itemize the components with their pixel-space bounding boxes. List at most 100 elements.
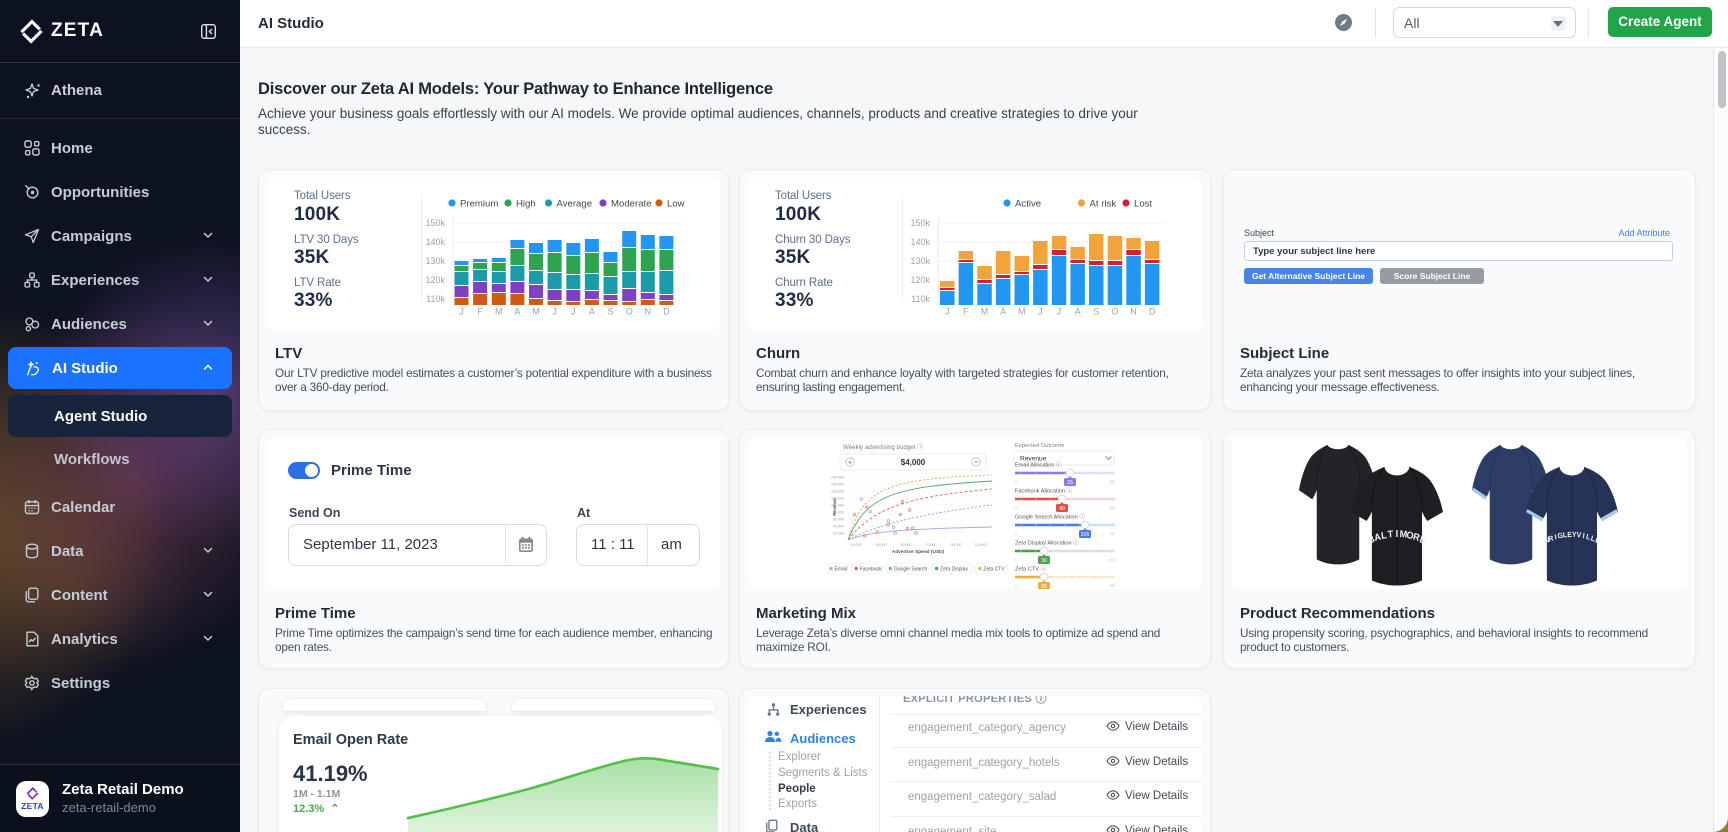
svg-text:Active: Active bbox=[1015, 199, 1041, 210]
svg-text:Advertise Spend (USD): Advertise Spend (USD) bbox=[892, 549, 945, 555]
svg-text:Premium: Premium bbox=[460, 199, 498, 210]
svg-text:Moderate: Moderate bbox=[611, 199, 652, 210]
svg-text:100: 100 bbox=[1109, 532, 1115, 536]
svg-text:110k: 110k bbox=[911, 294, 930, 304]
svg-text:V: V bbox=[1576, 530, 1582, 540]
svg-text:100,000: 100,000 bbox=[831, 504, 844, 508]
svg-text:0: 0 bbox=[1015, 558, 1017, 562]
svg-text:130k: 130k bbox=[425, 256, 445, 266]
svg-text:M: M bbox=[1018, 307, 1026, 317]
svg-text:Facebook: Facebook bbox=[860, 567, 882, 573]
svg-text:O: O bbox=[626, 307, 633, 317]
svg-text:E: E bbox=[1594, 535, 1601, 545]
svg-text:200,000: 200,000 bbox=[831, 483, 844, 487]
svg-text:Average: Average bbox=[557, 199, 593, 210]
svg-text:J: J bbox=[571, 307, 576, 317]
svg-text:E: E bbox=[1418, 534, 1427, 547]
svg-text:Low: Low bbox=[667, 199, 685, 210]
svg-text:25: 25 bbox=[1067, 480, 1073, 486]
svg-text:120k: 120k bbox=[910, 275, 930, 285]
svg-text:At risk: At risk bbox=[1090, 199, 1117, 210]
svg-text:Revenue: Revenue bbox=[1020, 456, 1047, 463]
svg-text:M: M bbox=[532, 307, 540, 317]
svg-text:D: D bbox=[1149, 307, 1156, 317]
svg-text:120k: 120k bbox=[425, 275, 445, 285]
svg-text:110k: 110k bbox=[426, 294, 445, 304]
svg-text:R: R bbox=[1547, 533, 1555, 544]
svg-text:160,000: 160,000 bbox=[831, 490, 844, 494]
svg-text:S: S bbox=[607, 307, 613, 317]
svg-text:30: 30 bbox=[1041, 558, 1047, 564]
svg-text:G: G bbox=[1557, 530, 1564, 540]
svg-text:Google Search: Google Search bbox=[894, 567, 928, 573]
svg-text:100: 100 bbox=[1109, 558, 1115, 562]
svg-text:150k: 150k bbox=[910, 218, 930, 228]
svg-text:Zeta CTV: Zeta CTV bbox=[983, 567, 1005, 573]
svg-text:90,000: 90,000 bbox=[951, 543, 962, 547]
svg-text:240,000: 240,000 bbox=[831, 476, 844, 480]
svg-text:Revenue: Revenue bbox=[832, 498, 837, 516]
svg-text:Facebook Allocation ⓘ: Facebook Allocation ⓘ bbox=[1015, 487, 1073, 495]
svg-text:−: − bbox=[974, 457, 979, 466]
svg-text:J: J bbox=[552, 307, 557, 317]
svg-text:J: J bbox=[1038, 307, 1043, 317]
svg-text:O: O bbox=[1111, 307, 1118, 317]
svg-text:Lost: Lost bbox=[1134, 199, 1152, 210]
svg-text:0: 0 bbox=[1015, 584, 1017, 588]
svg-text:30: 30 bbox=[1041, 584, 1047, 589]
svg-text:I: I bbox=[1554, 532, 1558, 542]
svg-text:130k: 130k bbox=[910, 256, 930, 266]
svg-text:0: 0 bbox=[1015, 506, 1017, 510]
svg-text:100: 100 bbox=[1109, 480, 1115, 484]
svg-text:W: W bbox=[1542, 535, 1551, 546]
svg-text:Y: Y bbox=[1572, 530, 1577, 539]
svg-text:30,000: 30,000 bbox=[876, 543, 887, 547]
svg-text:10,000: 10,000 bbox=[851, 543, 862, 547]
svg-text:T: T bbox=[1387, 529, 1394, 541]
svg-text:A: A bbox=[514, 307, 520, 317]
svg-text:N: N bbox=[1130, 307, 1137, 317]
svg-text:N: N bbox=[645, 307, 652, 317]
svg-text:110,000: 110,000 bbox=[975, 543, 988, 547]
svg-text:A: A bbox=[1000, 307, 1006, 317]
svg-text:L: L bbox=[1585, 532, 1591, 542]
svg-text:60,000: 60,000 bbox=[833, 518, 844, 522]
svg-text:F: F bbox=[477, 307, 483, 317]
svg-text:140k: 140k bbox=[910, 237, 930, 247]
svg-text:O: O bbox=[1405, 530, 1414, 543]
svg-text:High: High bbox=[516, 199, 536, 210]
svg-text:I: I bbox=[1396, 529, 1399, 540]
svg-text:D: D bbox=[663, 307, 670, 317]
svg-text:120,000: 120,000 bbox=[831, 497, 844, 501]
svg-text:I: I bbox=[1582, 531, 1585, 541]
svg-text:S: S bbox=[1093, 307, 1099, 317]
svg-text:20,000: 20,000 bbox=[833, 532, 844, 536]
svg-text:0: 0 bbox=[1015, 532, 1017, 536]
svg-text:106: 106 bbox=[1081, 532, 1090, 538]
svg-text:A: A bbox=[1373, 531, 1382, 544]
svg-text:A: A bbox=[1075, 307, 1081, 317]
svg-text:J: J bbox=[1057, 307, 1062, 317]
svg-text:R: R bbox=[1412, 531, 1421, 544]
svg-text:150k: 150k bbox=[425, 218, 445, 228]
svg-text:0: 0 bbox=[1015, 480, 1017, 484]
svg-text:Weekly advertising budget ⓘ: Weekly advertising budget ⓘ bbox=[843, 443, 923, 451]
svg-text:40: 40 bbox=[1059, 506, 1065, 512]
svg-text:M: M bbox=[981, 307, 989, 317]
svg-text:L: L bbox=[1562, 530, 1568, 540]
svg-text:B: B bbox=[1366, 534, 1376, 547]
svg-text:L: L bbox=[1590, 533, 1597, 543]
svg-text:E: E bbox=[1567, 530, 1572, 539]
svg-text:40,000: 40,000 bbox=[833, 525, 844, 529]
svg-text:$4,000: $4,000 bbox=[901, 458, 926, 467]
svg-text:Email: Email bbox=[835, 567, 848, 573]
svg-text:M: M bbox=[1399, 529, 1408, 541]
svg-text:M: M bbox=[495, 307, 503, 317]
svg-text:Zeta Display Allocation ⓘ: Zeta Display Allocation ⓘ bbox=[1015, 539, 1079, 547]
svg-text:J: J bbox=[459, 307, 464, 317]
svg-text:+: + bbox=[848, 459, 852, 466]
svg-text:Zeta Display: Zeta Display bbox=[940, 567, 968, 573]
svg-text:Expected Outcome: Expected Outcome bbox=[1015, 443, 1064, 449]
svg-text:F: F bbox=[963, 307, 969, 317]
svg-text:140k: 140k bbox=[425, 237, 445, 247]
